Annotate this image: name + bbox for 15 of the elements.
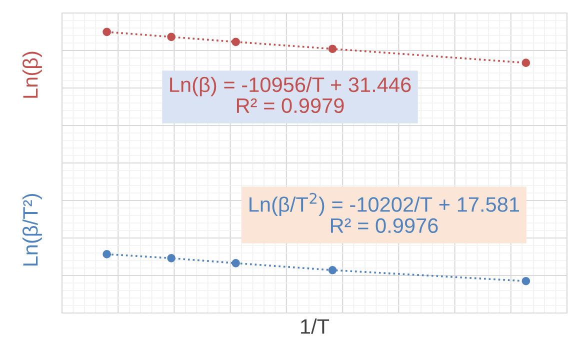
point <box>232 38 240 46</box>
point <box>328 266 337 274</box>
point <box>232 259 240 268</box>
point <box>102 28 112 36</box>
point <box>328 44 337 54</box>
annotation: Ln(β/T$^{2}$) = -10202/T + 17.581 R² = 0.9976 <box>250 192 520 234</box>
point <box>167 32 176 42</box>
annotation: Ln(β) = -10956/T + 31.446 R² = 0.9979 <box>170 76 411 114</box>
y2-axis-title: Ln(β/T²) <box>22 194 42 266</box>
point <box>522 276 530 286</box>
point <box>102 250 112 258</box>
point <box>167 254 176 262</box>
point <box>522 58 530 67</box>
x-axis-title: 1/T <box>301 318 330 334</box>
y-axis-title: Ln(β) <box>22 52 42 98</box>
